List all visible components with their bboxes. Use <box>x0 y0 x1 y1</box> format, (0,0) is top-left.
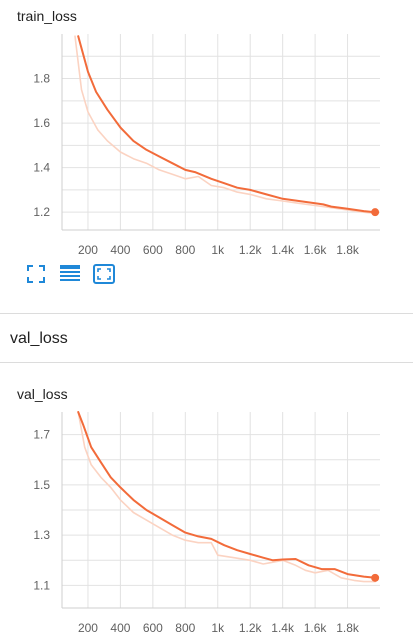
y-tick-label: 1.3 <box>33 528 50 542</box>
x-tick-label: 1.8k <box>336 243 360 257</box>
x-tick-label: 400 <box>110 621 130 635</box>
section-divider <box>0 362 413 363</box>
y-tick-label: 1.8 <box>33 72 50 86</box>
x-tick-label: 1.4k <box>271 243 295 257</box>
y-tick-label: 1.4 <box>33 161 50 175</box>
last-point-marker <box>371 208 380 217</box>
x-tick-label: 600 <box>143 621 163 635</box>
data-table-icon[interactable] <box>58 262 82 286</box>
y-tick-label: 1.5 <box>33 478 50 492</box>
x-tick-label: 400 <box>110 243 130 257</box>
x-tick-label: 800 <box>175 243 195 257</box>
chart-title: val_loss <box>17 386 68 402</box>
y-tick-label: 1.2 <box>33 205 50 219</box>
x-tick-label: 600 <box>143 243 163 257</box>
section-title: val_loss <box>10 330 68 347</box>
x-tick-label: 1k <box>211 243 225 257</box>
x-tick-label: 200 <box>78 243 98 257</box>
x-tick-label: 1.2k <box>239 243 263 257</box>
x-tick-label: 1.2k <box>239 621 263 635</box>
x-tick-label: 200 <box>78 621 98 635</box>
x-tick-label: 1k <box>211 621 225 635</box>
x-tick-label: 1.6k <box>304 243 328 257</box>
val-loss-chart[interactable]: 200 400 600 800 1k 1.2k 1.4k 1.6k 1.8k 1.1 1.3 1.5 1… <box>0 380 413 638</box>
gridlines <box>62 34 380 230</box>
section-divider <box>0 313 413 314</box>
raw-series-line <box>77 411 376 583</box>
chart-toolbar <box>24 262 124 286</box>
x-tick-label: 1.8k <box>336 621 360 635</box>
x-tick-label: 1.6k <box>304 621 328 635</box>
y-tick-label: 1.7 <box>33 428 50 442</box>
gridlines <box>62 412 380 608</box>
y-tick-label: 1.6 <box>33 116 50 130</box>
last-point-marker <box>371 573 380 582</box>
y-tick-label: 1.1 <box>33 578 50 592</box>
chart-title: train_loss <box>17 8 77 24</box>
x-tick-label: 800 <box>175 621 195 635</box>
raw-series-line <box>74 35 376 215</box>
smoothed-series-line <box>77 411 377 579</box>
zoom-extents-icon[interactable] <box>92 262 116 286</box>
fit-to-view-icon[interactable] <box>24 262 48 286</box>
smoothed-series-line <box>77 35 377 214</box>
train-loss-chart[interactable]: 200 400 600 800 1k 1.2k 1.4k 1.6k 1.8k 1.2 1.4 1.6 1… <box>0 0 413 262</box>
x-tick-label: 1.4k <box>271 621 295 635</box>
